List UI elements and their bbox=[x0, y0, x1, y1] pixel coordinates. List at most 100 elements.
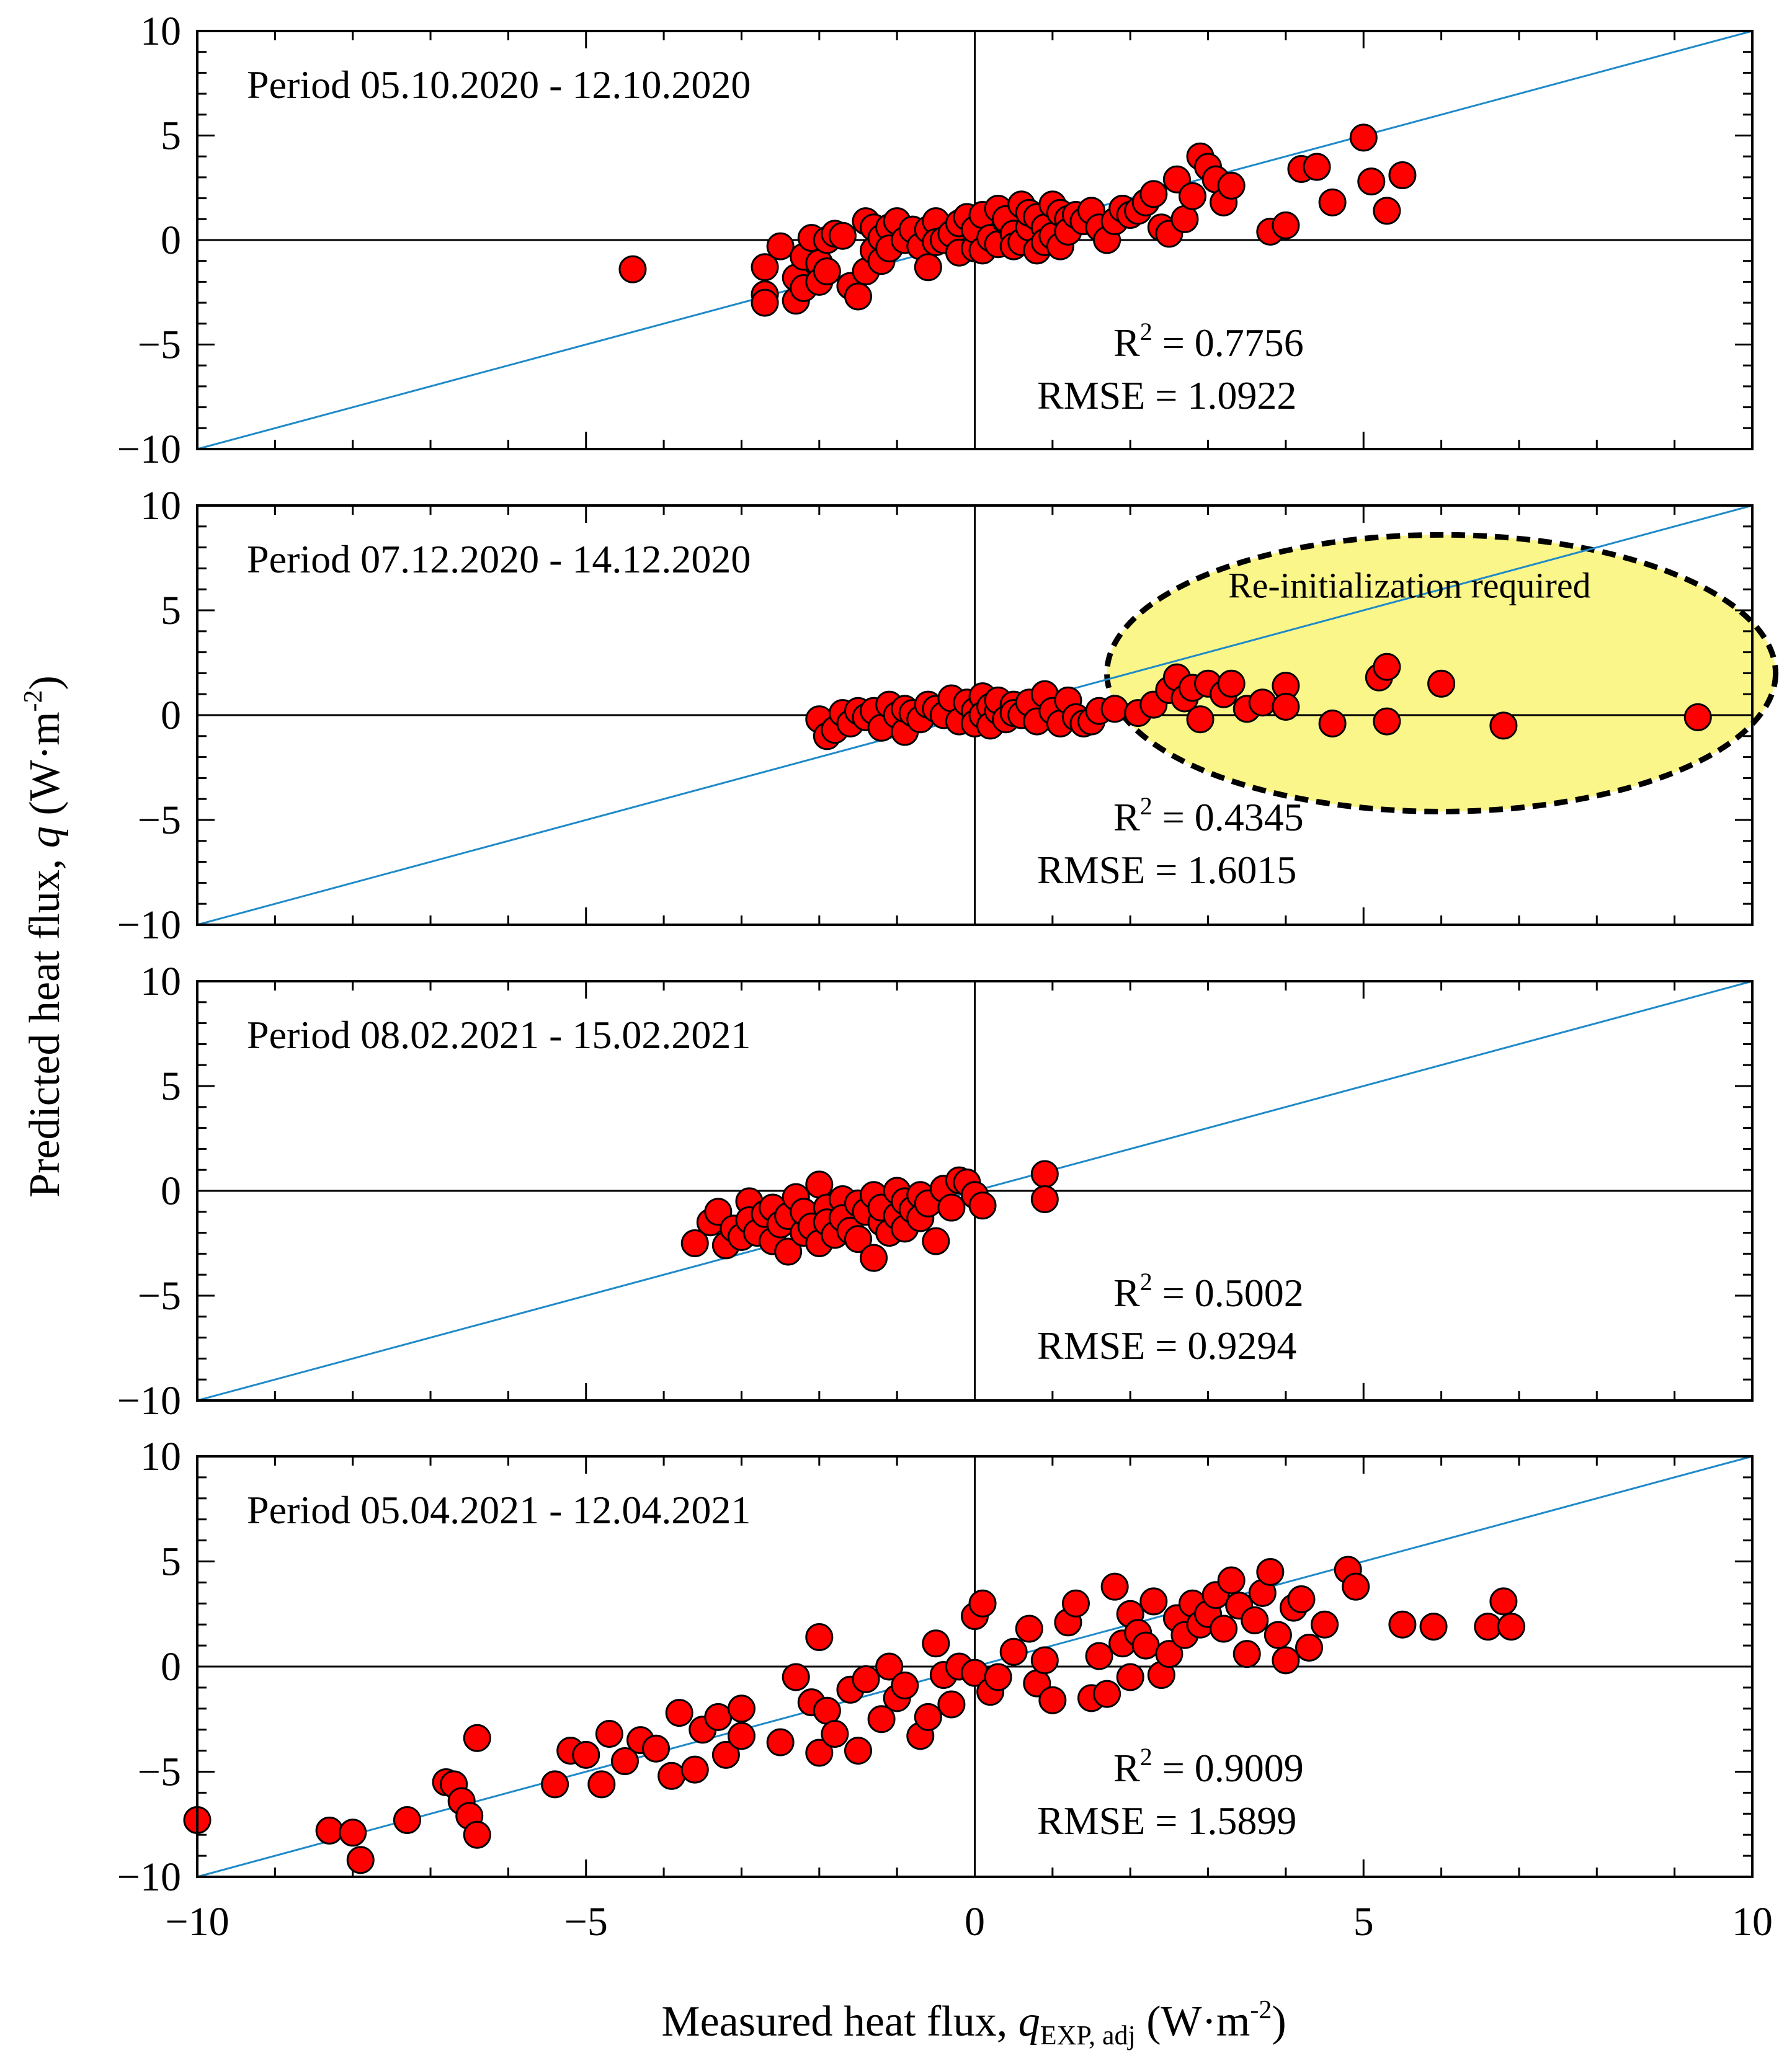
data-point bbox=[1489, 1587, 1518, 1616]
panels: −10 −5 0 5 10 Period 05.10.2020 - 12.10.2020 R… bbox=[117, 9, 1779, 1944]
data-point bbox=[1015, 1614, 1043, 1643]
x-tick-label: 10 bbox=[1732, 1899, 1773, 1944]
data-point bbox=[891, 1672, 919, 1700]
data-point bbox=[618, 255, 647, 283]
y-tick-label: 10 bbox=[140, 483, 181, 528]
data-point bbox=[1303, 153, 1331, 181]
data-point bbox=[1061, 1589, 1090, 1618]
data-point bbox=[1139, 1587, 1168, 1616]
data-point bbox=[1030, 1160, 1059, 1188]
data-point bbox=[1038, 1686, 1067, 1714]
panel-1: −10 −5 0 5 10 Period 05.10.2020 - 12.10.2020 R… bbox=[117, 9, 1754, 472]
data-point bbox=[805, 1739, 834, 1767]
data-point bbox=[1241, 1606, 1269, 1634]
data-point bbox=[1427, 669, 1456, 698]
y-tick-label: 0 bbox=[161, 218, 181, 263]
data-point bbox=[805, 1623, 834, 1652]
data-point bbox=[1093, 1680, 1121, 1708]
data-point bbox=[1419, 1613, 1448, 1641]
data-point bbox=[1373, 197, 1401, 225]
data-point bbox=[587, 1770, 616, 1799]
data-point bbox=[1373, 652, 1401, 681]
data-point bbox=[680, 1229, 709, 1257]
plot-frame bbox=[196, 504, 1754, 926]
data-point bbox=[1318, 188, 1347, 216]
data-point bbox=[937, 1690, 966, 1719]
data-point bbox=[1497, 1613, 1525, 1641]
plot-frame bbox=[196, 980, 1754, 1402]
rmse-label: RMSE = 1.5899 bbox=[1037, 1799, 1296, 1843]
y-axis-title: Predicted heat flux, q (W·m-2) bbox=[19, 675, 69, 1198]
data-point bbox=[751, 288, 779, 317]
data-point bbox=[766, 1728, 795, 1757]
data-point bbox=[922, 1227, 950, 1255]
data-point bbox=[1100, 1572, 1129, 1601]
data-point bbox=[1357, 167, 1386, 196]
data-point bbox=[1264, 1621, 1292, 1649]
data-point bbox=[1287, 1585, 1316, 1614]
y-tick-label: 0 bbox=[161, 693, 181, 738]
panel-2: −10 −5 0 5 10 Period 07.12.2020 - 14.12.2020 R… bbox=[117, 483, 1779, 948]
data-point bbox=[1100, 695, 1129, 723]
data-point bbox=[1248, 688, 1277, 717]
data-point bbox=[1030, 1646, 1059, 1675]
y-tick-label: 5 bbox=[161, 588, 181, 633]
x-tick-label: −5 bbox=[564, 1899, 608, 1944]
y-tick-label: 5 bbox=[161, 114, 181, 159]
data-point bbox=[937, 1193, 966, 1222]
data-point bbox=[1217, 669, 1246, 698]
data-point bbox=[1210, 1614, 1238, 1643]
y-tick-label: 5 bbox=[161, 1064, 181, 1109]
plot-frame bbox=[196, 1455, 1754, 1878]
y-tick-label: 10 bbox=[140, 9, 181, 54]
data-point bbox=[541, 1770, 569, 1799]
y-tick-label: −5 bbox=[138, 1273, 181, 1319]
data-point bbox=[782, 1663, 810, 1691]
data-point bbox=[1311, 1610, 1339, 1639]
data-point bbox=[1349, 123, 1378, 152]
y-tick-label: −5 bbox=[138, 798, 181, 843]
x-tick-label: 5 bbox=[1353, 1899, 1374, 1944]
y-tick-label: 0 bbox=[161, 1644, 181, 1690]
data-point bbox=[727, 1722, 756, 1750]
data-point bbox=[999, 1637, 1028, 1666]
x-axis-title: Measured heat flux, qEXP, adj (W·m-2) bbox=[661, 1996, 1286, 2050]
data-point bbox=[1030, 1185, 1059, 1214]
data-point bbox=[1272, 1646, 1300, 1675]
rmse-label: RMSE = 0.9294 bbox=[1037, 1324, 1296, 1368]
y-tick-label: −5 bbox=[138, 323, 181, 368]
x-tick-label: −10 bbox=[165, 1899, 229, 1944]
y-tick-label: 5 bbox=[161, 1539, 181, 1585]
panel-4: −10 −5 0 5 10 Period 05.04.2021 - 12.04.2021 R… bbox=[117, 1434, 1754, 1900]
data-point bbox=[867, 1705, 896, 1734]
data-point bbox=[844, 282, 872, 311]
data-point bbox=[704, 1703, 733, 1731]
y-tick-label: −10 bbox=[117, 1855, 181, 1900]
data-point bbox=[1116, 1663, 1144, 1691]
y-tick-label: 10 bbox=[140, 959, 181, 1004]
data-point bbox=[1474, 1613, 1502, 1641]
y-tick-label: 0 bbox=[161, 1169, 181, 1214]
data-point bbox=[821, 1719, 849, 1748]
data-point bbox=[1217, 1566, 1246, 1595]
data-point bbox=[642, 1734, 671, 1763]
data-point bbox=[680, 1755, 709, 1784]
period-title: Period 05.04.2021 - 12.04.2021 bbox=[247, 1488, 751, 1532]
data-point bbox=[572, 1740, 600, 1769]
r-squared-label: R2 = 0.7756 bbox=[1113, 318, 1304, 365]
y-tick-label: −5 bbox=[138, 1750, 181, 1795]
data-point bbox=[1272, 211, 1300, 239]
data-point bbox=[828, 221, 857, 250]
data-point bbox=[1318, 710, 1347, 738]
data-point bbox=[751, 253, 779, 282]
data-point bbox=[711, 1740, 740, 1769]
data-point bbox=[844, 1225, 872, 1253]
data-point bbox=[1256, 1557, 1285, 1586]
data-point bbox=[1085, 1642, 1113, 1670]
data-point bbox=[875, 1652, 904, 1681]
data-point bbox=[968, 1191, 997, 1220]
data-point bbox=[1131, 1631, 1160, 1660]
data-point bbox=[852, 1665, 880, 1693]
data-point bbox=[346, 1846, 375, 1874]
